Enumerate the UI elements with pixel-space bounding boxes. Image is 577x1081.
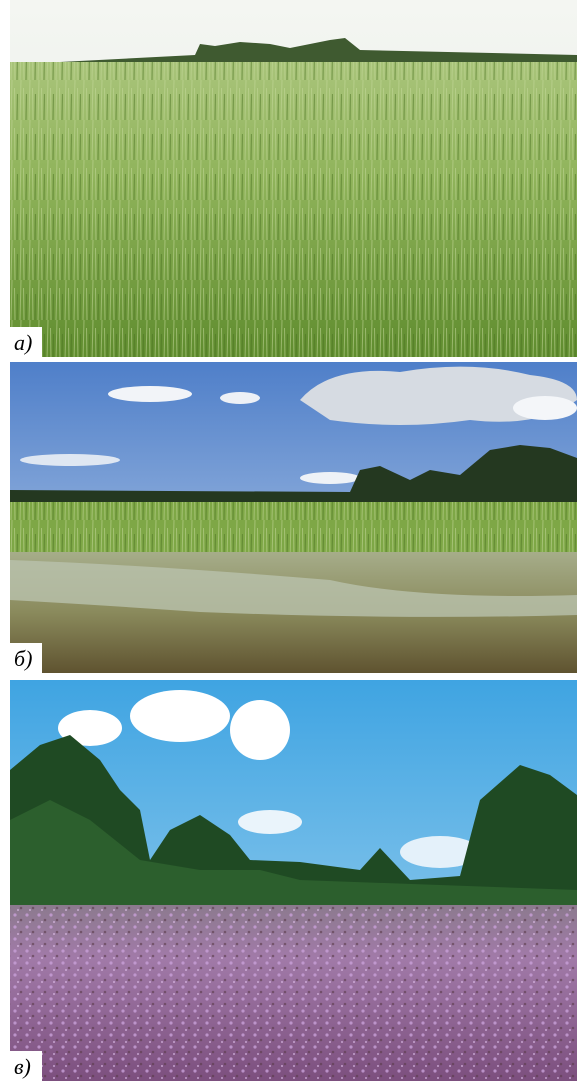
label-box [10,1051,42,1081]
label-box [10,327,42,357]
photo-c [10,680,577,1081]
label-box [10,643,42,673]
panel-label: б) [14,646,32,671]
panel-label: а) [14,330,32,355]
photo-b [10,362,577,673]
photo-a [10,0,577,357]
panel-label: в) [14,1054,31,1079]
